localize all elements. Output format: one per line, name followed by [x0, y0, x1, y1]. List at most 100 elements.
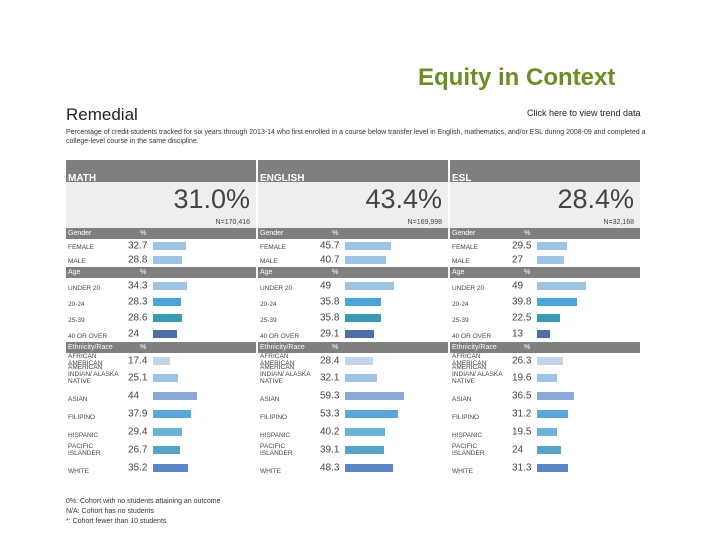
- table-row: PACIFIC ISLANDER 24: [450, 441, 640, 459]
- table-row: WHITE 48.3: [258, 459, 448, 477]
- group-pct-label: %: [140, 269, 147, 276]
- value-bar: [537, 446, 561, 454]
- table-row: UNDER 20 49: [258, 278, 448, 294]
- table-row: 40 OR OVER 13: [450, 326, 640, 342]
- table-row: MALE 27: [450, 253, 640, 267]
- value-bar: [537, 374, 557, 382]
- table-row: ASIAN 44: [66, 387, 256, 405]
- value-bar: [345, 242, 391, 250]
- group-header: Age%: [450, 267, 640, 278]
- trend-data-link[interactable]: Click here to view trend data: [527, 108, 641, 118]
- group-label: Ethnicity/Race: [260, 344, 305, 351]
- table-row: ASIAN 59.3: [258, 387, 448, 405]
- row-label: ASIAN: [68, 396, 88, 403]
- table-row: FEMALE 29.5: [450, 239, 640, 253]
- row-label: FILIPINO: [452, 414, 480, 421]
- row-label: 25-39: [452, 317, 469, 324]
- group-pct-label: %: [332, 269, 339, 276]
- footnotes: 0%: Cohort with no students attaining an…: [66, 497, 220, 527]
- row-label: 40 OR OVER: [260, 333, 300, 340]
- table-row: FILIPINO 37.9: [66, 405, 256, 423]
- value-bar: [537, 256, 564, 264]
- row-value: 24: [512, 444, 524, 456]
- table-row: PACIFIC ISLANDER 26.7: [66, 441, 256, 459]
- value-bar: [345, 410, 398, 418]
- value-bar: [345, 374, 377, 382]
- row-label: 20-24: [260, 301, 277, 308]
- value-bar: [537, 282, 586, 290]
- value-bar: [153, 330, 177, 338]
- row-label: FEMALE: [452, 244, 479, 251]
- cohort-size: N=169,998: [407, 219, 442, 226]
- value-bar: [153, 446, 180, 454]
- group-label: Gender: [260, 230, 284, 237]
- row-label: HISPANIC: [452, 432, 483, 439]
- table-row: MALE 28.8: [66, 253, 256, 267]
- group-pct-label: %: [524, 269, 531, 276]
- row-value: 49: [320, 280, 332, 292]
- row-label: UNDER 20: [68, 285, 101, 292]
- row-label: MALE: [68, 258, 86, 265]
- group-pct-label: %: [140, 230, 147, 237]
- row-value: 32.7: [128, 240, 148, 252]
- value-bar: [153, 314, 182, 322]
- row-value: 40.7: [320, 254, 340, 266]
- overall-rate-box: 31.0% N=170,416: [66, 182, 256, 228]
- row-value: 28.6: [128, 312, 148, 324]
- row-value: 53.3: [320, 408, 340, 420]
- value-bar: [153, 410, 191, 418]
- row-label: ASIAN: [260, 396, 280, 403]
- table-row: FEMALE 45.7: [258, 239, 448, 253]
- table-row: HISPANIC 29.4: [66, 423, 256, 441]
- row-label: HISPANIC: [68, 432, 99, 439]
- value-bar: [345, 256, 386, 264]
- row-label: PACIFIC ISLANDER: [68, 443, 101, 457]
- table-row: 25-39 22.5: [450, 310, 640, 326]
- row-value: 28.8: [128, 254, 148, 266]
- row-label: AMERICAN INDIAN/ ALASKA NATIVE: [260, 364, 311, 385]
- row-value: 29.5: [512, 240, 532, 252]
- group-header: Gender%: [258, 228, 448, 239]
- row-label: HISPANIC: [260, 432, 291, 439]
- table-row: AFRICAN AMERICAN 26.3: [450, 353, 640, 369]
- row-label: FILIPINO: [260, 414, 288, 421]
- table-row: 20-24 39.8: [450, 294, 640, 310]
- row-label: 40 OR OVER: [68, 333, 108, 340]
- value-bar: [153, 298, 181, 306]
- row-value: 19.6: [512, 372, 532, 384]
- row-label: MALE: [260, 258, 278, 265]
- metric-panel: ESL 28.4% N=32,168 Gender% FEMALE 29.5 MALE 27 A…: [450, 160, 640, 495]
- overall-rate: 31.0%: [173, 184, 250, 214]
- group-pct-label: %: [524, 344, 531, 351]
- value-bar: [345, 446, 384, 454]
- group-header: Gender%: [66, 228, 256, 239]
- table-row: UNDER 20 34.3: [66, 278, 256, 294]
- row-label: ASIAN: [452, 396, 472, 403]
- overall-rate-box: 28.4% N=32,168: [450, 182, 640, 228]
- row-value: 32.1: [320, 372, 340, 384]
- row-label: FEMALE: [68, 244, 95, 251]
- slide-title: Equity in Context: [418, 64, 616, 91]
- table-row: HISPANIC 40.2: [258, 423, 448, 441]
- row-label: 25-39: [68, 317, 85, 324]
- row-label: AMERICAN INDIAN/ ALASKA NATIVE: [68, 364, 119, 385]
- row-label: PACIFIC ISLANDER: [260, 443, 293, 457]
- row-value: 29.1: [320, 328, 340, 340]
- row-value: 25.1: [128, 372, 148, 384]
- panel-title: MATH: [66, 160, 256, 182]
- table-row: AMERICAN INDIAN/ ALASKA NATIVE 25.1: [66, 364, 256, 387]
- group-label: Age: [452, 269, 465, 276]
- row-label: WHITE: [68, 468, 89, 475]
- row-value: 39.1: [320, 444, 340, 456]
- cohort-size: N=32,168: [603, 219, 634, 226]
- row-label: 20-24: [452, 301, 469, 308]
- table-row: AFRICAN AMERICAN 17.4: [66, 353, 256, 369]
- panel-title: ENGLISH: [258, 160, 448, 182]
- group-header: Gender%: [450, 228, 640, 239]
- row-value: 19.5: [512, 426, 532, 438]
- table-row: 20-24 28.3: [66, 294, 256, 310]
- footnote: 0%: Cohort with no students attaining an…: [66, 498, 221, 505]
- metric-panel: ENGLISH 43.4% N=169,998 Gender% FEMALE 45.7 MA…: [258, 160, 448, 495]
- row-value: 35.2: [128, 462, 148, 474]
- value-bar: [153, 242, 186, 250]
